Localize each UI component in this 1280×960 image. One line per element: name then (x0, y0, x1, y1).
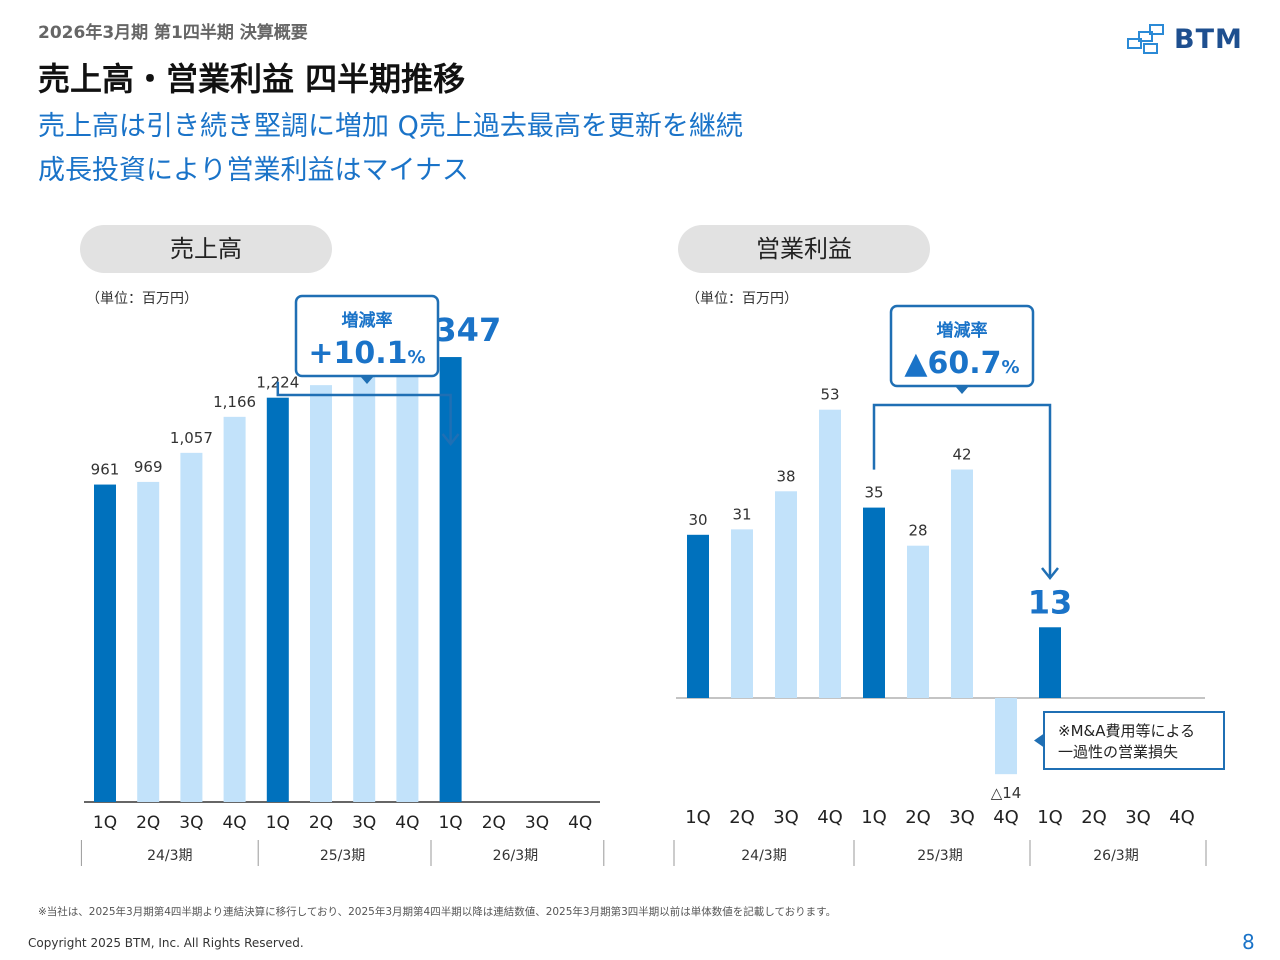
x-tick-label: 1Q (1037, 807, 1063, 828)
x-tick-label: 2Q (309, 813, 333, 833)
bar (819, 409, 841, 698)
sales-unit-label: （単位：百万円） (86, 291, 198, 307)
data-label: △14 (991, 784, 1022, 802)
data-label: 28 (908, 522, 927, 540)
footnote: ※当社は、2025年3月期第4四半期より連結決算に移行しており、2025年3月期… (38, 906, 837, 918)
x-tick-label: 3Q (352, 813, 376, 833)
x-tick-label: 1Q (266, 813, 290, 833)
subtitle-2: 成長投資により営業利益はマイナス (38, 155, 469, 186)
x-tick-label: 3Q (179, 813, 203, 833)
bar (180, 452, 203, 802)
arrow-down-icon (441, 433, 460, 447)
bar (1039, 627, 1061, 698)
x-tick-label: 1Q (861, 807, 887, 828)
bar (137, 481, 160, 802)
callout-value: +10.1% (308, 336, 425, 371)
data-label: 961 (91, 461, 120, 479)
logo-text: BTM (1174, 24, 1243, 55)
callout-unit: % (1002, 357, 1020, 378)
annotation-box (1043, 711, 1225, 770)
x-tick-label: 2Q (729, 807, 755, 828)
data-label: 30 (688, 511, 707, 529)
data-label: 38 (776, 467, 795, 485)
bar (687, 534, 709, 698)
highlight-value-label: 13 (1028, 583, 1073, 621)
operating-profit-chart-title: 営業利益 (678, 225, 930, 273)
annotation-line-1: ※M&A費用等による (1058, 722, 1195, 740)
period-group-label: 24/3期 (147, 848, 192, 864)
bar (353, 374, 376, 802)
x-tick-label: 3Q (525, 813, 549, 833)
x-tick-label: 1Q (438, 813, 462, 833)
data-label: 35 (864, 484, 883, 502)
subtitle-1: 売上高は引き続き堅調に増加 Q売上過去最高を更新を継続 (38, 111, 743, 142)
annotation-line-2: 一過性の営業損失 (1058, 743, 1178, 761)
bar (731, 529, 753, 698)
x-tick-label: 4Q (993, 807, 1019, 828)
chart-sales: 9619691,0571,1661,2241,2621,2941,3191,34… (80, 294, 605, 866)
breadcrumb: 2026年3月期 第1四半期 決算概要 (38, 23, 308, 43)
bar (266, 397, 289, 802)
x-tick-label: 3Q (1125, 807, 1151, 828)
data-label: 53 (820, 386, 839, 404)
bar (951, 469, 973, 698)
page-number: 8 (1242, 930, 1255, 954)
callout-title: 増減率 (937, 320, 988, 341)
x-tick-label: 4Q (222, 813, 246, 833)
btm-logo: BTM (1126, 22, 1256, 58)
growth-rate-callout: 増減率 +10.1% (294, 294, 440, 384)
period-group-label: 25/3期 (320, 848, 365, 864)
period-group-label: 25/3期 (917, 848, 962, 864)
annotation-pointer-icon (1034, 733, 1044, 748)
growth-rate-callout: 増減率 ▲60.7% (889, 304, 1035, 394)
data-label: 42 (952, 446, 971, 464)
x-tick-label: 3Q (949, 807, 975, 828)
sales-chart-title: 売上高 (80, 225, 332, 273)
copyright: Copyright 2025 BTM, Inc. All Rights Rese… (28, 936, 304, 950)
bar (775, 491, 797, 698)
data-label: 31 (732, 505, 751, 523)
period-group-label: 26/3期 (1093, 848, 1138, 864)
x-tick-label: 4Q (395, 813, 419, 833)
bar (94, 484, 116, 802)
x-tick-label: 2Q (905, 807, 931, 828)
page-title: 売上高・営業利益 四半期推移 (38, 60, 466, 98)
operating-profit-unit-label: （単位：百万円） (686, 291, 798, 307)
arrow-down-icon (1041, 567, 1059, 581)
bar (396, 366, 419, 802)
bar (995, 698, 1017, 775)
x-tick-label: 4Q (1169, 807, 1195, 828)
callout-unit: % (408, 347, 426, 368)
x-tick-label: 3Q (773, 807, 799, 828)
bar (223, 416, 246, 802)
bar (310, 385, 332, 802)
callout-pointer-icon (360, 376, 374, 384)
x-tick-label: 1Q (685, 807, 711, 828)
chart-operating-profit: 30 31 38 53 35 28 42 △14 13 1Q 2Q 3Q 4Q 1Q 2Q 3Q 4Q 1Q 2Q 3… (673, 304, 1225, 866)
x-tick-label: 2Q (482, 813, 506, 833)
data-label: 1,057 (170, 429, 213, 447)
period-group-label: 24/3期 (741, 848, 786, 864)
callout-title: 増減率 (342, 310, 393, 331)
x-tick-label: 2Q (136, 813, 160, 833)
callout-value: ▲60.7% (904, 346, 1019, 381)
data-label: 1,166 (213, 393, 256, 411)
x-tick-label: 4Q (817, 807, 843, 828)
data-label: 969 (134, 458, 163, 476)
x-tick-label: 4Q (568, 813, 592, 833)
callout-pointer-icon (955, 386, 969, 394)
bar (863, 507, 885, 698)
bar (907, 545, 929, 698)
x-tick-label: 1Q (93, 813, 117, 833)
growth-bracket-line (276, 381, 452, 444)
bar (439, 357, 462, 802)
logo-mark-icon (1127, 24, 1164, 54)
x-tick-label: 2Q (1081, 807, 1107, 828)
growth-bracket-line (872, 403, 1052, 578)
period-group-label: 26/3期 (493, 848, 538, 864)
